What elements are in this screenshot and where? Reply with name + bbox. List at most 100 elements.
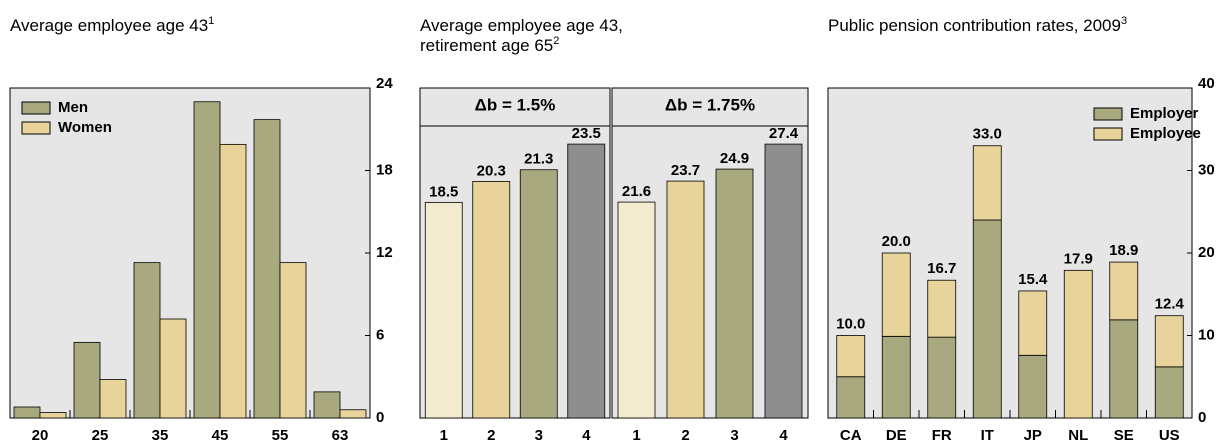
bar	[13, 406, 41, 419]
x-tick-label: 45	[212, 427, 229, 444]
panel-title: Δb = 1.5%	[475, 95, 556, 114]
bar-segment	[836, 335, 866, 378]
value-label: 21.3	[524, 151, 553, 168]
total-label: 18.9	[1109, 242, 1138, 259]
bar	[424, 201, 463, 419]
total-label: 15.4	[1018, 271, 1048, 288]
value-label: 18.5	[429, 183, 458, 200]
value-label: 24.9	[720, 150, 749, 167]
bar	[666, 180, 705, 419]
bar-segment	[1154, 315, 1184, 368]
bar-segment	[927, 336, 957, 419]
plot-area	[9, 87, 371, 419]
x-tick-label: SE	[1114, 427, 1134, 444]
footnote-mark: 1	[208, 15, 215, 27]
bar-segment	[1154, 366, 1184, 419]
footnote-mark: 3	[1120, 15, 1128, 27]
x-tick-label: 3	[730, 427, 738, 444]
bar	[472, 180, 511, 419]
bar-segment	[881, 252, 911, 337]
bar-segment	[927, 279, 957, 338]
x-tick-label: 3	[535, 427, 543, 444]
bar	[617, 201, 656, 419]
bar	[99, 379, 127, 419]
x-tick-label: FR	[932, 427, 952, 444]
footnote-mark: 2	[553, 35, 560, 47]
legend-label: Men	[58, 99, 88, 116]
panel-title: Δb = 1.75%	[665, 95, 755, 114]
bar-segment	[1109, 319, 1139, 419]
bar	[764, 143, 803, 419]
x-tick-label: 63	[332, 427, 349, 444]
legend-swatch	[21, 101, 51, 115]
bar-segment	[881, 335, 911, 419]
bar	[253, 119, 281, 419]
total-label: 33.0	[973, 126, 1002, 143]
title-text: Average employee age 43, retirement age …	[420, 16, 623, 55]
total-label: 16.7	[927, 260, 956, 277]
total-label: 20.0	[882, 233, 911, 250]
bar	[279, 262, 307, 419]
title-text: Public pension contribution rates, 2009	[828, 16, 1121, 35]
x-tick-label: 55	[272, 427, 289, 444]
x-tick-label: 25	[92, 427, 109, 444]
value-label: 23.5	[572, 125, 601, 142]
bar-segment	[1063, 269, 1093, 419]
y-tick-label: 6	[376, 326, 384, 343]
total-label: 17.9	[1064, 250, 1093, 267]
value-label: 27.4	[769, 125, 799, 142]
bar-segment	[972, 219, 1002, 419]
x-tick-label: IT	[981, 427, 994, 444]
x-tick-label: NL	[1068, 427, 1088, 444]
legend-label: Women	[58, 119, 112, 136]
x-tick-label: 35	[152, 427, 169, 444]
bar-segment	[1018, 354, 1048, 419]
bar-segment	[1109, 261, 1139, 321]
x-tick-label: 4	[582, 427, 591, 444]
legend-swatch	[1093, 107, 1123, 121]
bar	[39, 412, 67, 419]
bar	[133, 262, 161, 419]
bar	[715, 168, 754, 419]
total-label: 10.0	[836, 315, 865, 332]
legend-label: Employee	[1130, 125, 1201, 142]
y-tick-label: 10	[1198, 326, 1215, 343]
x-tick-label: 1	[440, 427, 448, 444]
legend-label: Employer	[1130, 105, 1199, 122]
chart-title: Public pension contribution rates, 20093	[828, 16, 1138, 36]
x-tick-label: JP	[1024, 427, 1042, 444]
legend-swatch	[21, 121, 51, 135]
bar-segment	[1018, 290, 1048, 356]
bar	[193, 101, 221, 419]
y-tick-label: 30	[1198, 161, 1215, 178]
bar	[519, 169, 558, 419]
x-tick-label: US	[1159, 427, 1180, 444]
total-label: 12.4	[1155, 296, 1185, 313]
bar	[339, 409, 367, 419]
x-tick-label: 2	[487, 427, 495, 444]
x-tick-label: 4	[779, 427, 788, 444]
value-label: 23.7	[671, 162, 700, 179]
bar	[73, 341, 101, 419]
x-tick-label: CA	[840, 427, 862, 444]
title-text: Average employee age 43	[10, 16, 209, 35]
y-tick-label: 12	[376, 244, 393, 261]
bar	[219, 143, 247, 419]
bar	[313, 391, 341, 419]
value-label: 20.3	[477, 162, 506, 179]
y-tick-label: 18	[376, 161, 393, 178]
legend-swatch	[1093, 127, 1123, 141]
bar-segment	[836, 376, 866, 419]
y-tick-label: 0	[1198, 409, 1206, 426]
bar	[567, 143, 606, 419]
bar	[159, 318, 187, 419]
y-tick-label: 0	[376, 409, 384, 426]
x-tick-label: DE	[886, 427, 907, 444]
x-tick-label: 1	[632, 427, 640, 444]
y-tick-label: 40	[1198, 75, 1215, 92]
x-tick-label: 20	[32, 427, 49, 444]
y-tick-label: 24	[376, 75, 393, 92]
value-label: 21.6	[622, 183, 651, 200]
